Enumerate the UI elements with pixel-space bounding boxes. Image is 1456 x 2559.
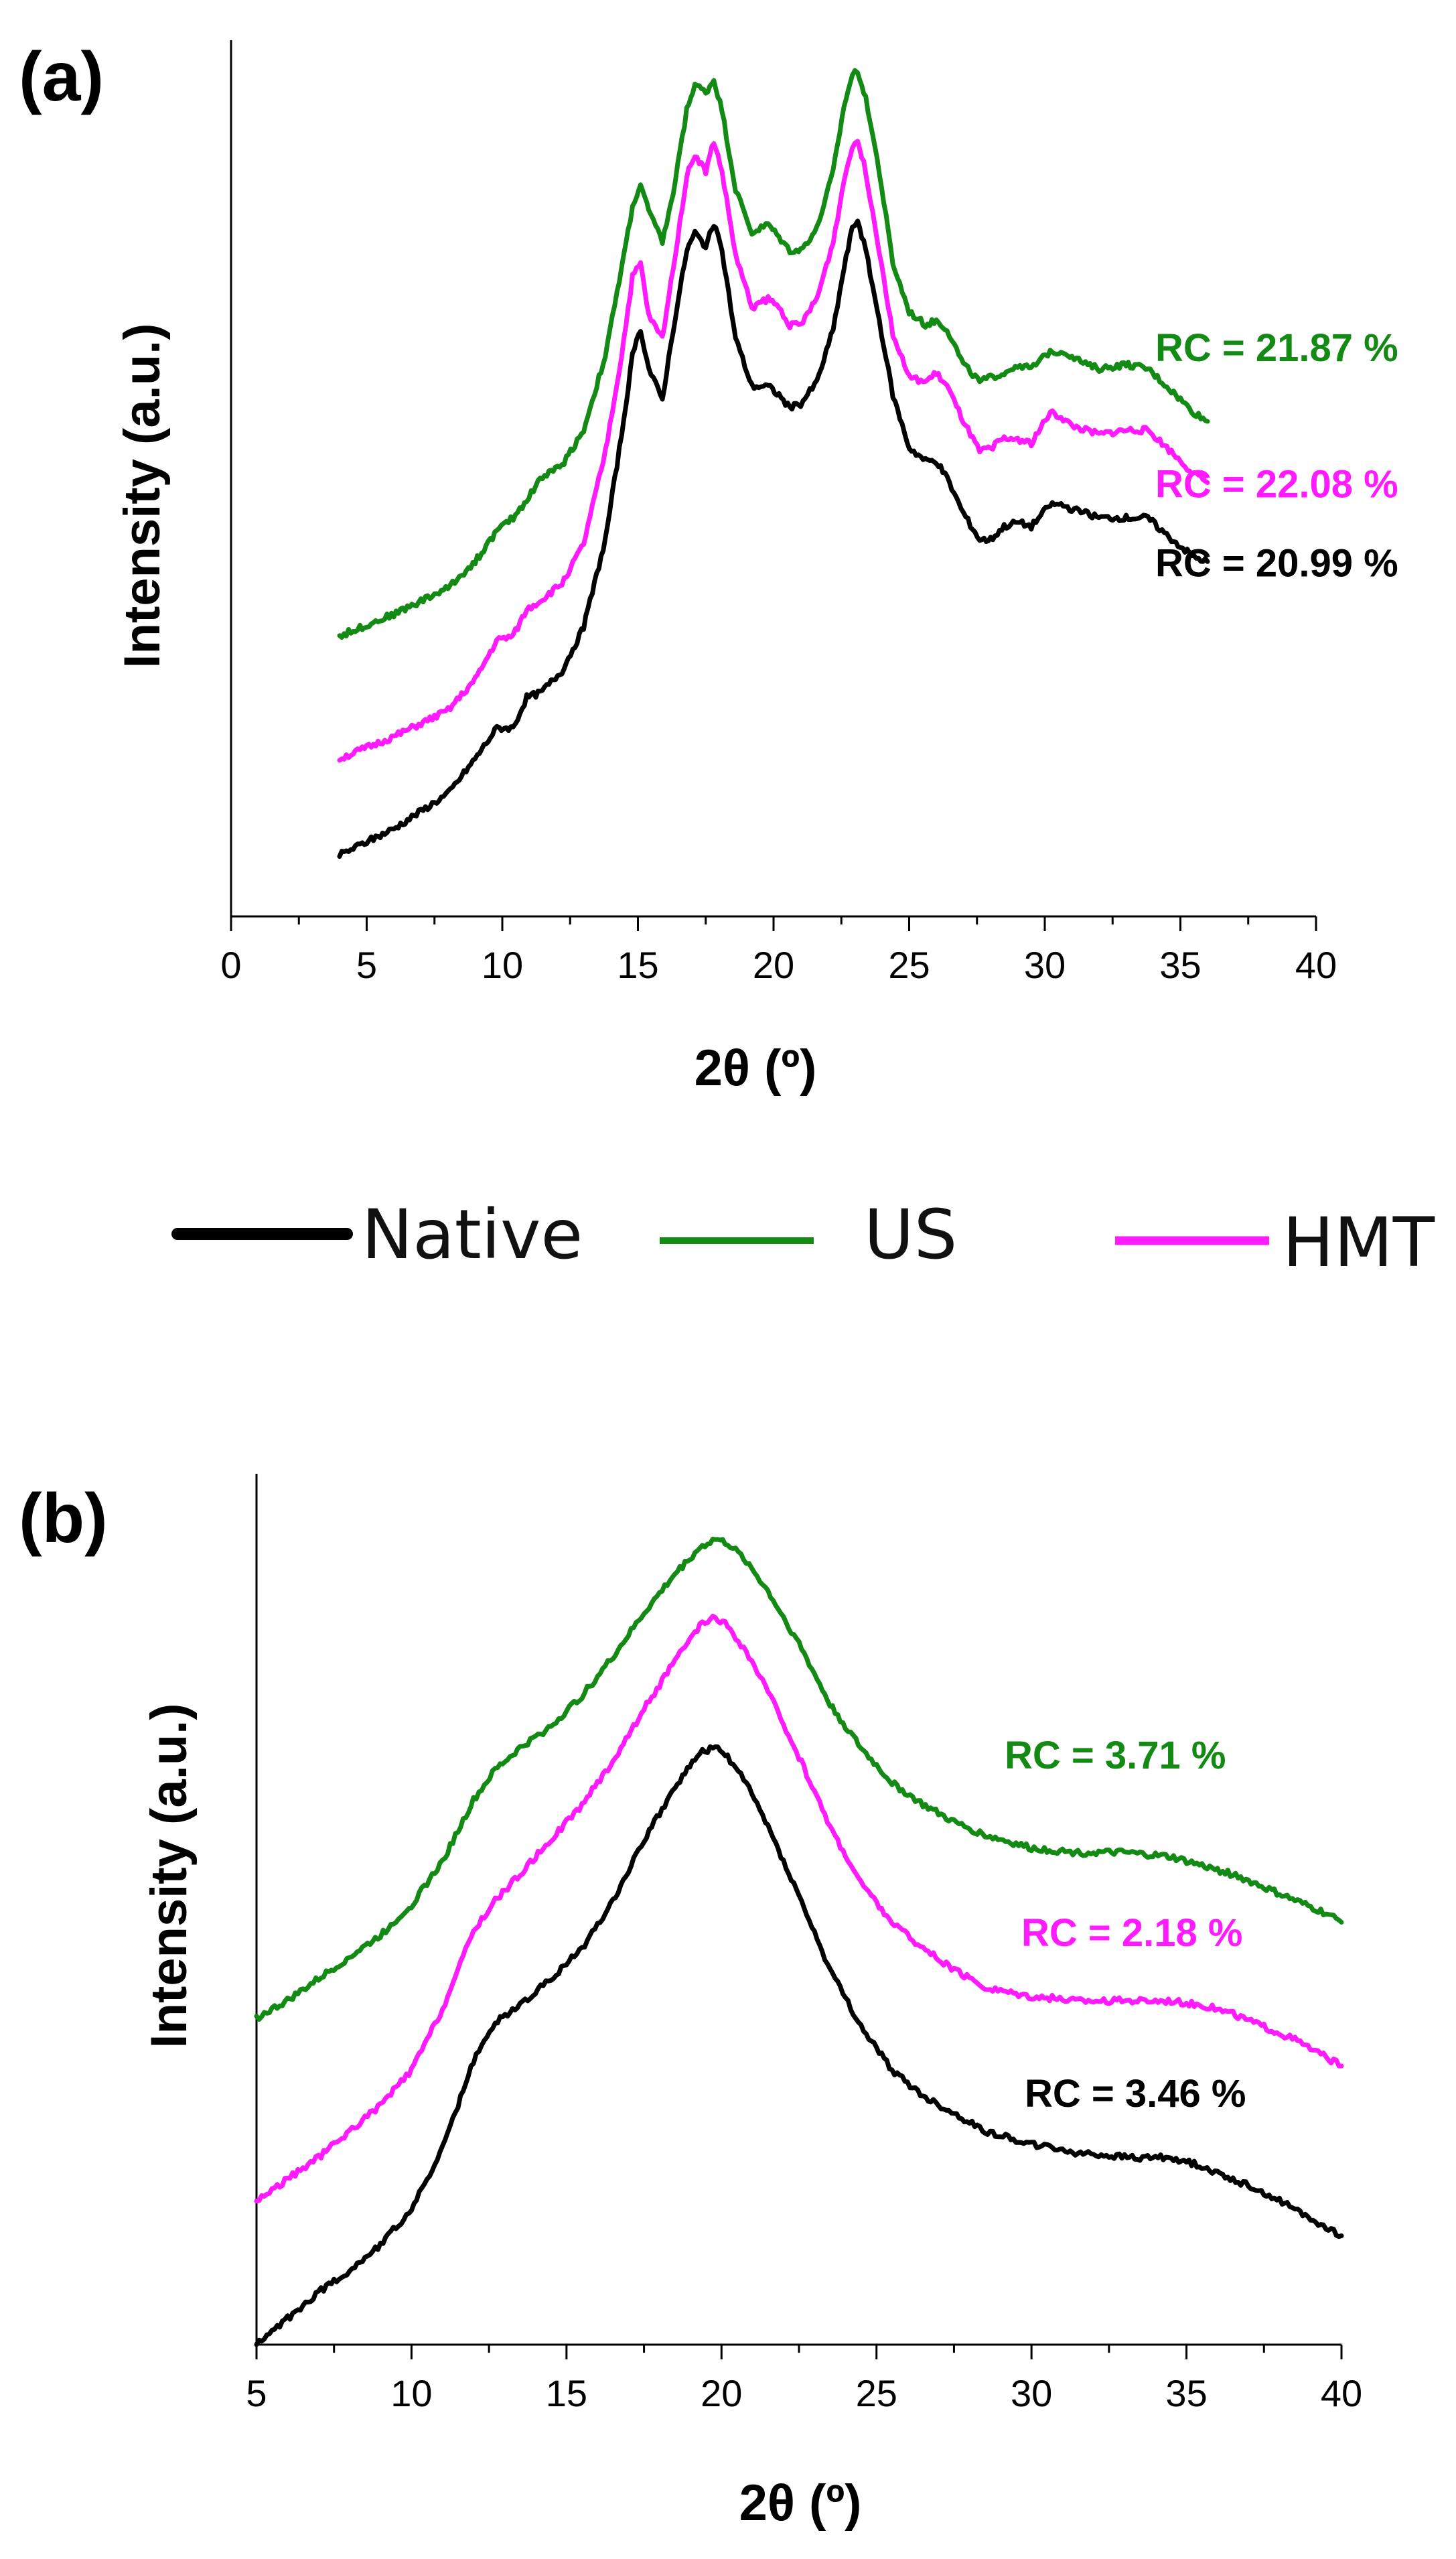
x-tick-label: 10 xyxy=(390,2372,432,2414)
panel-a-x-axis-title: 2θ (º) xyxy=(695,1040,817,1097)
legend: Native US HMT xyxy=(171,1195,1435,1283)
x-tick-label: 30 xyxy=(1011,2372,1052,2414)
series-line-hmt xyxy=(254,1614,1344,2204)
series-line-hmt xyxy=(337,139,1210,763)
rc-annotation-native: RC = 3.46 % xyxy=(1025,2072,1246,2116)
series-line-native xyxy=(337,218,1210,859)
panel-b-y-axis-title: Intensity (a.u.) xyxy=(141,1703,198,2048)
panel-a-label: (a) xyxy=(19,38,104,116)
x-tick-label: 35 xyxy=(1159,944,1201,986)
panel-b-x-axis-title: 2θ (º) xyxy=(739,2475,862,2532)
x-tick-label: 30 xyxy=(1024,944,1066,986)
x-tick-label: 5 xyxy=(246,2372,267,2414)
x-tick-label: 5 xyxy=(356,944,377,986)
x-tick-label: 25 xyxy=(888,944,930,986)
x-tick-label: 0 xyxy=(220,944,241,986)
legend-native-label: Native xyxy=(362,1195,583,1275)
x-tick-label: 15 xyxy=(617,944,658,986)
panel-b-chart: (b) Intensity (a.u.) 2θ (º) 5 10 15 20 25 30 3… xyxy=(19,1474,1362,2532)
rc-annotation-native: RC = 20.99 % xyxy=(1155,541,1398,585)
panel-a-y-axis-title: Intensity (a.u.) xyxy=(114,323,171,668)
x-tick-label: 25 xyxy=(856,2372,897,2414)
x-tick-label: 20 xyxy=(753,944,794,986)
x-tick-label: 15 xyxy=(546,2372,587,2414)
panel-a-chart: (a) Intensity (a.u.) 2θ (º) 0 5 10 15 20 25 30… xyxy=(19,38,1398,1097)
series-line-native xyxy=(254,1744,1344,2347)
x-tick-label: 40 xyxy=(1295,944,1337,986)
panel-b-label: (b) xyxy=(19,1480,108,1558)
x-tick-label: 20 xyxy=(701,2372,742,2414)
legend-hmt-label: HMT xyxy=(1283,1203,1435,1283)
series-line-us xyxy=(254,1537,1344,2022)
x-tick-label: 10 xyxy=(482,944,523,986)
x-tick-label: 40 xyxy=(1321,2372,1362,2414)
rc-annotation-hmt: RC = 22.08 % xyxy=(1155,463,1398,506)
rc-annotation-us: RC = 3.71 % xyxy=(1005,1734,1226,1777)
rc-annotation-hmt: RC = 2.18 % xyxy=(1021,1911,1242,1955)
legend-us-label: US xyxy=(864,1195,957,1275)
rc-annotation-us: RC = 21.87 % xyxy=(1155,326,1398,370)
x-tick-label: 35 xyxy=(1165,2372,1207,2414)
series-line-us xyxy=(337,68,1210,640)
